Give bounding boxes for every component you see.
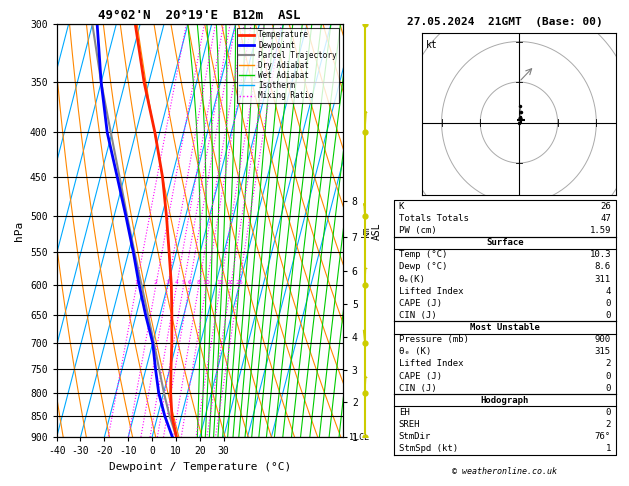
X-axis label: Dewpoint / Temperature (°C): Dewpoint / Temperature (°C) (109, 462, 291, 472)
Text: 10: 10 (203, 280, 210, 285)
Text: Most Unstable: Most Unstable (470, 323, 540, 332)
Text: 26: 26 (600, 202, 611, 211)
Text: 5: 5 (182, 280, 186, 285)
Text: 25: 25 (235, 280, 243, 285)
Text: Lifted Index: Lifted Index (399, 360, 463, 368)
Text: CIN (J): CIN (J) (399, 384, 437, 393)
Text: Pressure (mb): Pressure (mb) (399, 335, 469, 344)
Text: Temp (°C): Temp (°C) (399, 250, 447, 259)
Text: CAPE (J): CAPE (J) (399, 372, 442, 381)
Text: © weatheronline.co.uk: © weatheronline.co.uk (452, 468, 557, 476)
Text: θₑ (K): θₑ (K) (399, 347, 431, 356)
Text: 311: 311 (595, 275, 611, 283)
Text: 1LCL: 1LCL (348, 433, 369, 442)
Y-axis label: hPa: hPa (14, 221, 25, 241)
Text: 0: 0 (606, 311, 611, 320)
Text: 4: 4 (175, 280, 179, 285)
Text: K: K (399, 202, 404, 211)
Text: EH: EH (399, 408, 409, 417)
Text: 20: 20 (227, 280, 235, 285)
Text: Surface: Surface (486, 238, 523, 247)
Text: 2: 2 (606, 420, 611, 429)
Text: 1: 1 (135, 280, 138, 285)
Text: 15: 15 (216, 280, 225, 285)
Text: 1.59: 1.59 (589, 226, 611, 235)
Text: 0: 0 (606, 299, 611, 308)
Text: 900: 900 (595, 335, 611, 344)
Text: 3: 3 (166, 280, 170, 285)
Text: 4: 4 (606, 287, 611, 295)
Text: Lifted Index: Lifted Index (399, 287, 463, 295)
Text: Totals Totals: Totals Totals (399, 214, 469, 223)
Text: kt: kt (426, 40, 438, 50)
Title: 49°02'N  20°19'E  B12m  ASL: 49°02'N 20°19'E B12m ASL (99, 9, 301, 22)
Text: 0: 0 (606, 384, 611, 393)
Text: θₑ(K): θₑ(K) (399, 275, 425, 283)
Text: 0: 0 (606, 372, 611, 381)
Text: 8.6: 8.6 (595, 262, 611, 271)
Text: CAPE (J): CAPE (J) (399, 299, 442, 308)
Text: 6: 6 (187, 280, 191, 285)
Text: 0: 0 (606, 408, 611, 417)
Text: Dewp (°C): Dewp (°C) (399, 262, 447, 271)
Text: PW (cm): PW (cm) (399, 226, 437, 235)
Text: 315: 315 (595, 347, 611, 356)
Text: SREH: SREH (399, 420, 420, 429)
Text: CIN (J): CIN (J) (399, 311, 437, 320)
Text: 2: 2 (606, 360, 611, 368)
Y-axis label: km
ASL: km ASL (360, 222, 382, 240)
Text: 8: 8 (197, 280, 201, 285)
Text: 47: 47 (600, 214, 611, 223)
Text: Hodograph: Hodograph (481, 396, 529, 405)
Text: 10.3: 10.3 (589, 250, 611, 259)
Text: 1: 1 (606, 444, 611, 453)
Text: 76°: 76° (595, 432, 611, 441)
Text: 27.05.2024  21GMT  (Base: 00): 27.05.2024 21GMT (Base: 00) (407, 17, 603, 27)
Text: StmSpd (kt): StmSpd (kt) (399, 444, 458, 453)
Text: StmDir: StmDir (399, 432, 431, 441)
Legend: Temperature, Dewpoint, Parcel Trajectory, Dry Adiabat, Wet Adiabat, Isotherm, Mi: Temperature, Dewpoint, Parcel Trajectory… (237, 28, 339, 103)
Text: 2: 2 (154, 280, 158, 285)
